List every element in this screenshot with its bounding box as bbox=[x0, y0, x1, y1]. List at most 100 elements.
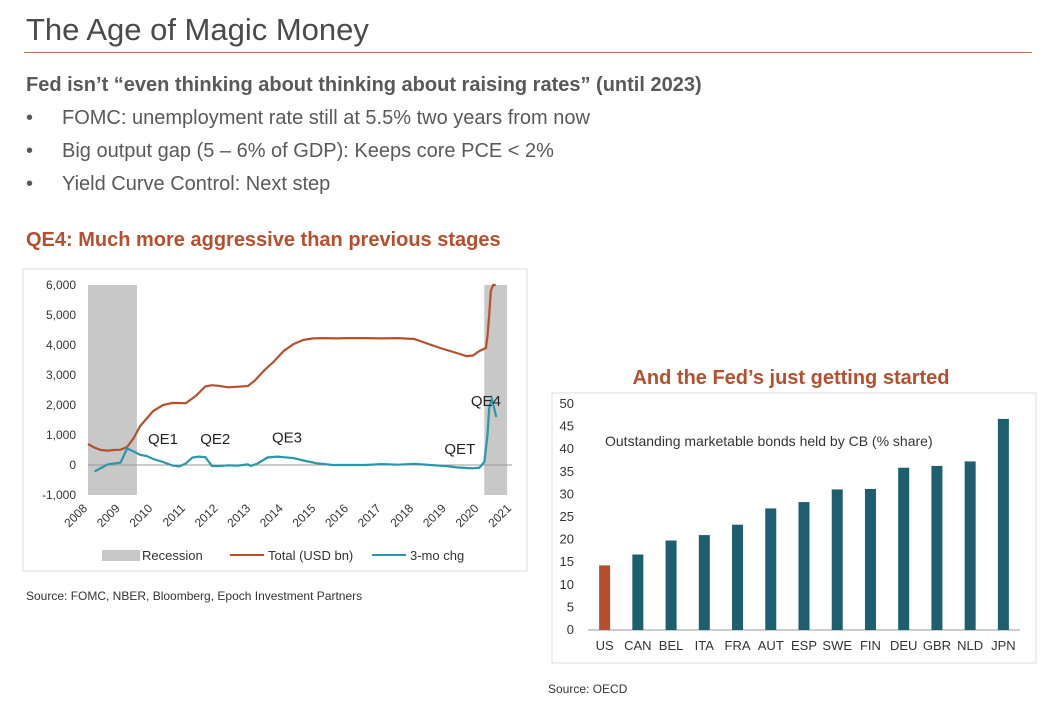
legend-label-recession: Recession bbox=[142, 548, 203, 563]
x-axis-ticks: 2008 2009 2010 2011 2012 2013 2014 2015 2016 2017… bbox=[61, 501, 514, 530]
y-tick-label: 2,000 bbox=[46, 398, 76, 412]
section-heading: QE4: Much more aggressive than previous … bbox=[26, 229, 501, 251]
x-tick-label: 2017 bbox=[355, 501, 384, 530]
x-tick-label: 2009 bbox=[94, 501, 123, 530]
y-tick-label: 6,000 bbox=[46, 278, 76, 292]
x-category-label: CAN bbox=[624, 638, 651, 653]
bullet-item: • Yield Curve Control: Next step bbox=[26, 170, 590, 203]
bars bbox=[599, 418, 1009, 630]
x-tick-label: 2012 bbox=[192, 501, 221, 530]
legend-label-total: Total (USD bn) bbox=[268, 548, 353, 563]
bar-gbr bbox=[931, 465, 943, 630]
bullet-text: Big output gap (5 – 6% of GDP): Keeps co… bbox=[62, 140, 554, 162]
x-category-label: SWE bbox=[822, 638, 852, 653]
bar-nld bbox=[964, 461, 976, 630]
x-category-label: FIN bbox=[860, 638, 881, 653]
bar-deu bbox=[898, 467, 910, 630]
x-category-label: GBR bbox=[923, 638, 951, 653]
bullet-text: FOMC: unemployment rate still at 5.5% tw… bbox=[62, 107, 590, 129]
y-axis-ticks: -1,000 0 1,000 2,000 3,000 4,000 5,000 6,000 bbox=[42, 278, 76, 502]
bullet-item: • Big output gap (5 – 6% of GDP): Keeps c… bbox=[26, 137, 590, 170]
y-tick-label: 35 bbox=[560, 464, 574, 479]
y-tick-label: 1,000 bbox=[46, 428, 76, 442]
x-tick-label: 2016 bbox=[322, 501, 351, 530]
y-tick-label: 45 bbox=[560, 419, 574, 434]
bullet-marker: • bbox=[26, 173, 34, 195]
annotation-label: QET bbox=[444, 441, 475, 458]
y-tick-label: 25 bbox=[560, 509, 574, 524]
y-tick-label: 10 bbox=[560, 577, 574, 592]
bar-ita bbox=[698, 535, 710, 630]
annotation-label: QE1 bbox=[148, 431, 178, 448]
source-note-left: Source: FOMC, NBER, Bloomberg, Epoch Inv… bbox=[26, 589, 363, 603]
x-category-label: ITA bbox=[695, 638, 715, 653]
source-note-right: Source: OECD bbox=[548, 682, 628, 696]
y-tick-label: 20 bbox=[560, 532, 574, 547]
bullet-list: • FOMC: unemployment rate still at 5.5% t… bbox=[26, 104, 590, 203]
annotation-label: QE4 bbox=[471, 393, 501, 410]
annotation-label: QE2 bbox=[200, 431, 230, 448]
y-tick-label: 0 bbox=[567, 622, 574, 637]
x-category-label: FRA bbox=[725, 638, 751, 653]
bar-us bbox=[599, 565, 611, 630]
series-line-total bbox=[87, 283, 496, 452]
recession-band bbox=[88, 285, 137, 495]
y-tick-label: 4,000 bbox=[46, 338, 76, 352]
bar-esp bbox=[798, 502, 810, 630]
x-category-label: US bbox=[596, 638, 614, 653]
y-tick-label: 5,000 bbox=[46, 308, 76, 322]
bar-chart-annotation: Outstanding marketable bonds held by CB … bbox=[605, 433, 933, 449]
x-tick-label: 2010 bbox=[127, 501, 156, 530]
x-tick-label: 2013 bbox=[224, 501, 253, 530]
bar-swe bbox=[831, 489, 843, 630]
title-divider bbox=[24, 52, 1032, 53]
bullet-marker: • bbox=[26, 140, 34, 162]
chart-legend: Recession Total (USD bn) 3-mo chg bbox=[102, 548, 464, 563]
bar-chart-title: And the Fed’s just getting started bbox=[632, 367, 949, 389]
legend-swatch-recession bbox=[102, 550, 140, 561]
y-tick-label: 40 bbox=[560, 441, 574, 456]
bar-bel bbox=[665, 540, 677, 630]
chart-frame bbox=[22, 268, 528, 572]
y-tick-label: 15 bbox=[560, 554, 574, 569]
y-tick-label: 30 bbox=[560, 486, 574, 501]
recession-band bbox=[484, 285, 508, 495]
y-tick-label: 5 bbox=[567, 599, 574, 614]
bar-fin bbox=[864, 488, 876, 630]
balance-sheet-chart: -1,000 0 1,000 2,000 3,000 4,000 5,000 6,000 20… bbox=[22, 268, 528, 572]
x-category-label: ESP bbox=[791, 638, 817, 653]
series-line-3mo-chg bbox=[93, 394, 498, 473]
annotation-label: QE3 bbox=[272, 430, 302, 447]
x-tick-label: 2018 bbox=[387, 501, 416, 530]
bullet-marker: • bbox=[26, 107, 34, 129]
bar-jpn bbox=[997, 418, 1009, 630]
x-tick-label: 2021 bbox=[485, 501, 514, 530]
x-tick-label: 2014 bbox=[257, 501, 286, 530]
x-tick-label: 2020 bbox=[453, 501, 482, 530]
x-category-label: DEU bbox=[890, 638, 917, 653]
x-tick-label: 2019 bbox=[420, 501, 449, 530]
legend-label-3mo-chg: 3-mo chg bbox=[410, 548, 464, 563]
x-category-label: NLD bbox=[957, 638, 983, 653]
y-tick-label: 3,000 bbox=[46, 368, 76, 382]
subheading: Fed isn’t “even thinking about thinking … bbox=[26, 74, 702, 96]
x-tick-label: 2008 bbox=[61, 501, 90, 530]
bar-aut bbox=[765, 508, 777, 630]
x-axis-labels: US CAN BEL ITA FRA AUT ESP SWE FIN DEU GBR NLD JPN bbox=[596, 638, 1016, 653]
bullet-item: • FOMC: unemployment rate still at 5.5% t… bbox=[26, 104, 590, 137]
recession-bands bbox=[88, 285, 508, 495]
x-tick-label: 2015 bbox=[290, 501, 319, 530]
slide-title: The Age of Magic Money bbox=[26, 12, 369, 47]
bullet-text: Yield Curve Control: Next step bbox=[62, 173, 331, 195]
y-tick-label: 50 bbox=[560, 396, 574, 411]
cb-holdings-chart: And the Fed’s just getting started 0 5 10 1… bbox=[551, 367, 1037, 664]
y-tick-label: 0 bbox=[69, 458, 76, 472]
x-category-label: AUT bbox=[758, 638, 784, 653]
y-tick-label: -1,000 bbox=[42, 488, 76, 502]
bar-fra bbox=[732, 524, 744, 630]
x-tick-label: 2011 bbox=[160, 501, 188, 529]
x-category-label: JPN bbox=[991, 638, 1016, 653]
chart-frame bbox=[551, 392, 1037, 664]
bar-can bbox=[632, 554, 644, 630]
qe-annotations: QE1 QE2 QE3 QET QE4 bbox=[148, 393, 501, 458]
